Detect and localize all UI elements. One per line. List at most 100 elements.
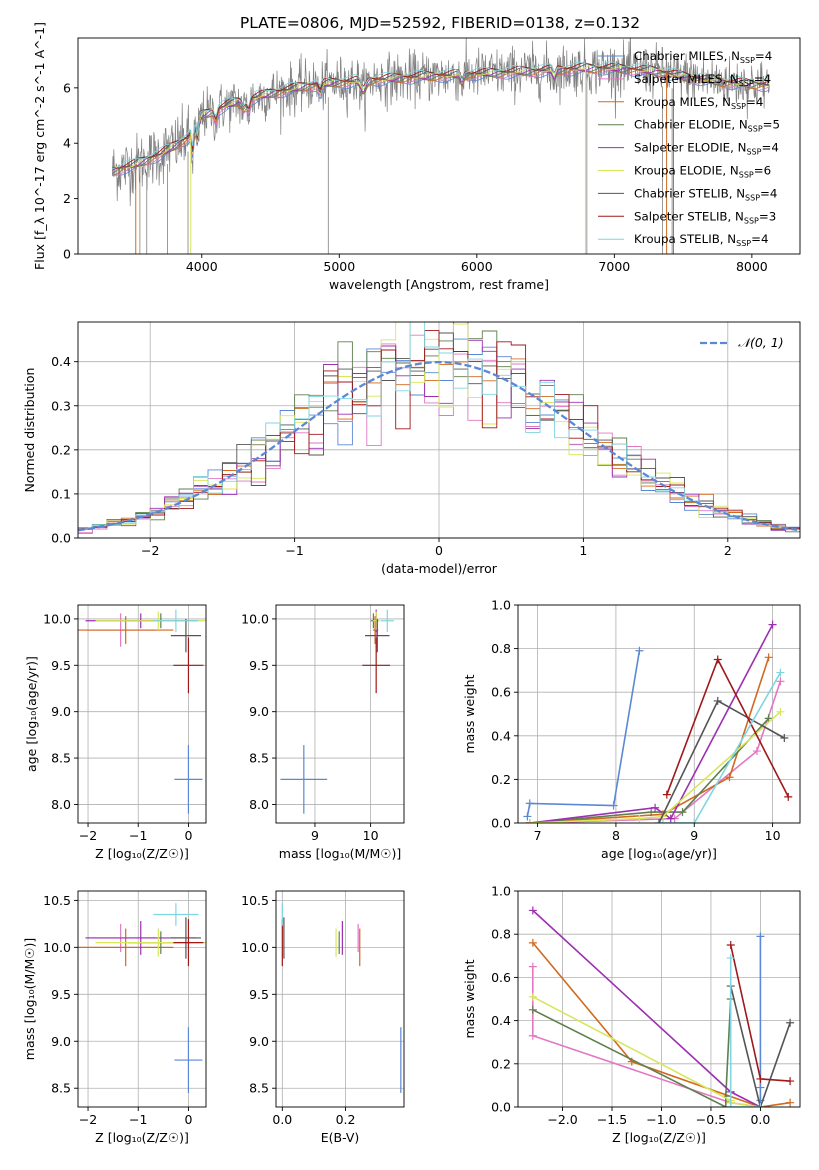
weight-marker-kroupa-elodie: [635, 814, 644, 823]
y-tick-label: 8.5: [51, 1081, 71, 1096]
legend-label-salpeter-elodie: Salpeter ELODIE, NSSP=4: [634, 141, 779, 157]
axes-frame: [77, 604, 207, 824]
model-spectrum-chabrier-miles: [112, 70, 770, 176]
plot-area: [523, 620, 793, 823]
weight-line-kroupa-stelib: [729, 958, 761, 1107]
x-axis-label: E(B-V): [321, 1130, 360, 1145]
gaussian-curve: [78, 360, 798, 532]
legend-label-kroupa-miles: Kroupa MILES, NSSP=4: [634, 95, 763, 111]
x-tick-label: −2: [79, 828, 97, 843]
axes-frame: [77, 890, 207, 1108]
weight-marker-kroupa-stelib: [776, 668, 785, 677]
y-tick-label: 0.4: [51, 354, 71, 369]
y-tick-label: 8.0: [249, 797, 269, 812]
weight-marker-chabrier-miles: [525, 799, 534, 808]
x-axis-label: age [log₁₀(age/yr)]: [601, 846, 717, 861]
legend-ssp-subscript: SSP: [745, 193, 760, 202]
weight-line-salpeter-elodie: [529, 624, 774, 823]
weight-line-kroupa-miles: [532, 942, 791, 1107]
weight-line-chabrier-elodie: [532, 998, 732, 1107]
weight-line-kroupa-miles: [529, 657, 770, 823]
y-tick-label: 9.5: [249, 658, 269, 673]
plot-area: [78, 609, 206, 814]
weight-marker-chabrier-miles: [635, 646, 644, 655]
legend-n-eq: =: [751, 232, 761, 246]
weight-marker-kroupa-elodie: [525, 819, 534, 823]
model-spectrum-kroupa-stelib: [112, 61, 770, 169]
spectrum-panel: 4000 5000 6000 7000 8000 0 2 4 6 wavelength [Angs…: [32, 22, 801, 292]
model-spectrum-salpeter-stelib: [112, 62, 770, 169]
legend-ssp-subscript: SSP: [739, 79, 754, 88]
y-axis-label: mass weight: [462, 674, 477, 753]
y-tick-label: 9.0: [249, 704, 269, 719]
weight-marker-kroupa-stelib: [658, 819, 667, 823]
weight-line-chabrier-stelib: [729, 985, 791, 1107]
legend-nssp: 6: [764, 164, 772, 178]
legend-n-prefix: , N: [728, 209, 744, 223]
y-tick-label: 8.5: [249, 751, 269, 766]
plot-area: [528, 906, 795, 1107]
x-tick-label: 0.2: [336, 1112, 356, 1127]
y-tick-label: 9.5: [249, 987, 269, 1002]
y-tick-label: 10.0: [241, 611, 269, 626]
weight-marker-salpeter-elodie: [666, 814, 675, 823]
weight-marker-chabrier-elodie: [678, 808, 687, 817]
x-axis-label: Z [log₁₀(Z/Z☉)]: [95, 846, 189, 861]
x-tick-label: 10: [363, 828, 379, 843]
y-tick-label: 0.6: [491, 685, 511, 700]
weight-marker-chabrier-stelib: [786, 1018, 795, 1027]
axes-frame: [275, 604, 405, 824]
age-vs-metallicity-panel: −2 −1 0 8.0 8.5 9.0 9.5 10.0 Z [log₁₀(Z/Z☉)] age …: [24, 604, 207, 861]
y-tick-label: 0.1: [51, 486, 71, 501]
plot-area: [112, 38, 770, 254]
x-tick-label: 7: [534, 828, 542, 843]
y-tick-label: 0.0: [491, 816, 511, 831]
weight-marker-kroupa-miles: [764, 653, 773, 662]
weight-line-salpeter-miles: [529, 681, 782, 823]
legend-n-eq: =: [763, 118, 773, 132]
x-tick-label: 4000: [186, 259, 218, 274]
legend-n-prefix: , N: [722, 164, 738, 178]
weight-marker-salpeter-stelib: [726, 941, 735, 949]
y-tick-label: 4: [63, 136, 71, 151]
x-tick-label: 7000: [598, 259, 630, 274]
histogram-salpeter-miles: [78, 334, 800, 534]
x-tick-label: −1: [285, 543, 303, 558]
x-tick-label: 6000: [461, 259, 493, 274]
y-tick-label: 0: [63, 247, 71, 262]
legend-ssp-subscript: SSP: [746, 148, 761, 157]
weight-marker-kroupa-stelib: [726, 1103, 735, 1107]
x-axis-label: (data-model)/error: [381, 561, 498, 576]
x-tick-label: 5000: [323, 259, 355, 274]
legend-nssp: 3: [769, 209, 777, 223]
y-axis-label: Normed distribution: [22, 368, 37, 493]
x-tick-label: 9: [690, 828, 698, 843]
weight-marker-kroupa-elodie: [776, 707, 785, 716]
weight-marker-salpeter-miles: [528, 962, 537, 971]
weight-marker-chabrier-stelib: [713, 696, 722, 705]
weight-marker-chabrier-miles: [609, 801, 618, 810]
legend-n-eq: =: [759, 209, 769, 223]
weight-marker-chabrier-miles: [756, 932, 765, 941]
x-tick-label: 2: [724, 543, 732, 558]
legend-n-prefix: , N: [715, 95, 731, 109]
weight-marker-salpeter-stelib: [756, 1074, 765, 1083]
y-tick-label: 8.5: [51, 751, 71, 766]
y-tick-label: 0.3: [51, 398, 71, 413]
legend-nssp: 4: [761, 232, 769, 246]
legend-ssp-subscript: SSP: [744, 216, 759, 225]
model-spectrum-salpeter-miles: [112, 69, 770, 176]
weight-marker-chabrier-elodie: [721, 1103, 730, 1107]
legend-label-kroupa-elodie: Kroupa ELODIE, NSSP=6: [634, 164, 771, 180]
weight-marker-salpeter-miles: [776, 677, 785, 686]
legend-label-gaussian: 𝒩(0, 1): [738, 335, 784, 350]
y-tick-label: 0.2: [491, 772, 511, 787]
weight-marker-kroupa-elodie: [528, 992, 537, 1001]
y-tick-label: 9.5: [51, 658, 71, 673]
weight-marker-kroupa-miles: [528, 938, 537, 947]
legend-ssp-subscript: SSP: [739, 171, 754, 180]
legend-label-chabrier-miles: Chabrier MILES, NSSP=4: [634, 49, 772, 65]
legend-name: Chabrier MILES: [634, 49, 724, 63]
weight-marker-salpeter-stelib: [713, 655, 722, 664]
x-tick-label: 10: [765, 828, 781, 843]
